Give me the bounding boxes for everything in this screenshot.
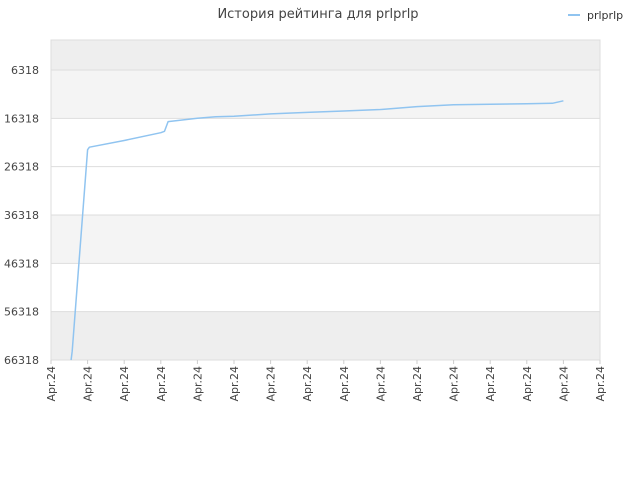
plot-band bbox=[51, 40, 600, 70]
x-tick-label: Apr.24 bbox=[228, 366, 241, 402]
series-line-prlprlp bbox=[70, 100, 564, 361]
plot-band bbox=[51, 70, 600, 119]
x-tick-label: Apr.24 bbox=[411, 366, 424, 402]
grid-lines bbox=[51, 69, 600, 361]
series-layer bbox=[70, 100, 564, 361]
y-tick-label: 66318 bbox=[4, 354, 39, 367]
x-tick-label: Apr.24 bbox=[191, 366, 204, 402]
x-axis-ticks: Apr.24 Apr.24 Apr.24 Apr.24 Apr.24 Apr.24 Apr.… bbox=[45, 360, 607, 402]
x-tick-label: Apr.24 bbox=[484, 366, 497, 402]
legend-label-prlprlp: prlprlp bbox=[587, 9, 623, 22]
plot-band bbox=[51, 166, 600, 215]
y-tick-label: 16318 bbox=[4, 112, 39, 125]
x-tick-label: Apr.24 bbox=[594, 366, 607, 402]
x-tick-label: Apr.24 bbox=[521, 366, 534, 402]
plot-band bbox=[51, 118, 600, 167]
x-tick-label: Apr.24 bbox=[45, 366, 58, 402]
x-tick-label: Apr.24 bbox=[338, 366, 351, 402]
plot-band bbox=[51, 311, 600, 360]
x-tick-label: Apr.24 bbox=[448, 366, 461, 402]
x-tick-label: Apr.24 bbox=[301, 366, 314, 402]
y-tick-label: 46318 bbox=[4, 257, 39, 270]
y-tick-label: 36318 bbox=[4, 209, 39, 222]
y-tick-label: 26318 bbox=[4, 161, 39, 174]
x-tick-label: Apr.24 bbox=[155, 366, 168, 402]
legend: prlprlp bbox=[568, 9, 623, 22]
x-tick-label: Apr.24 bbox=[265, 366, 278, 402]
plot-bands bbox=[50, 39, 601, 361]
x-tick-label: Apr.24 bbox=[82, 366, 95, 402]
plot-band bbox=[51, 263, 600, 312]
x-tick-label: Apr.24 bbox=[118, 366, 131, 402]
y-tick-label: 56318 bbox=[4, 306, 39, 319]
plot-band bbox=[51, 214, 600, 264]
x-tick-label: Apr.24 bbox=[557, 366, 570, 402]
x-tick-label: Apr.24 bbox=[374, 366, 387, 402]
chart-title: История рейтинга для prlprlp bbox=[217, 7, 418, 22]
y-tick-label: 6318 bbox=[11, 64, 39, 77]
y-axis-ticks: 6318 16318 26318 36318 46318 56318 66318 bbox=[4, 64, 39, 367]
